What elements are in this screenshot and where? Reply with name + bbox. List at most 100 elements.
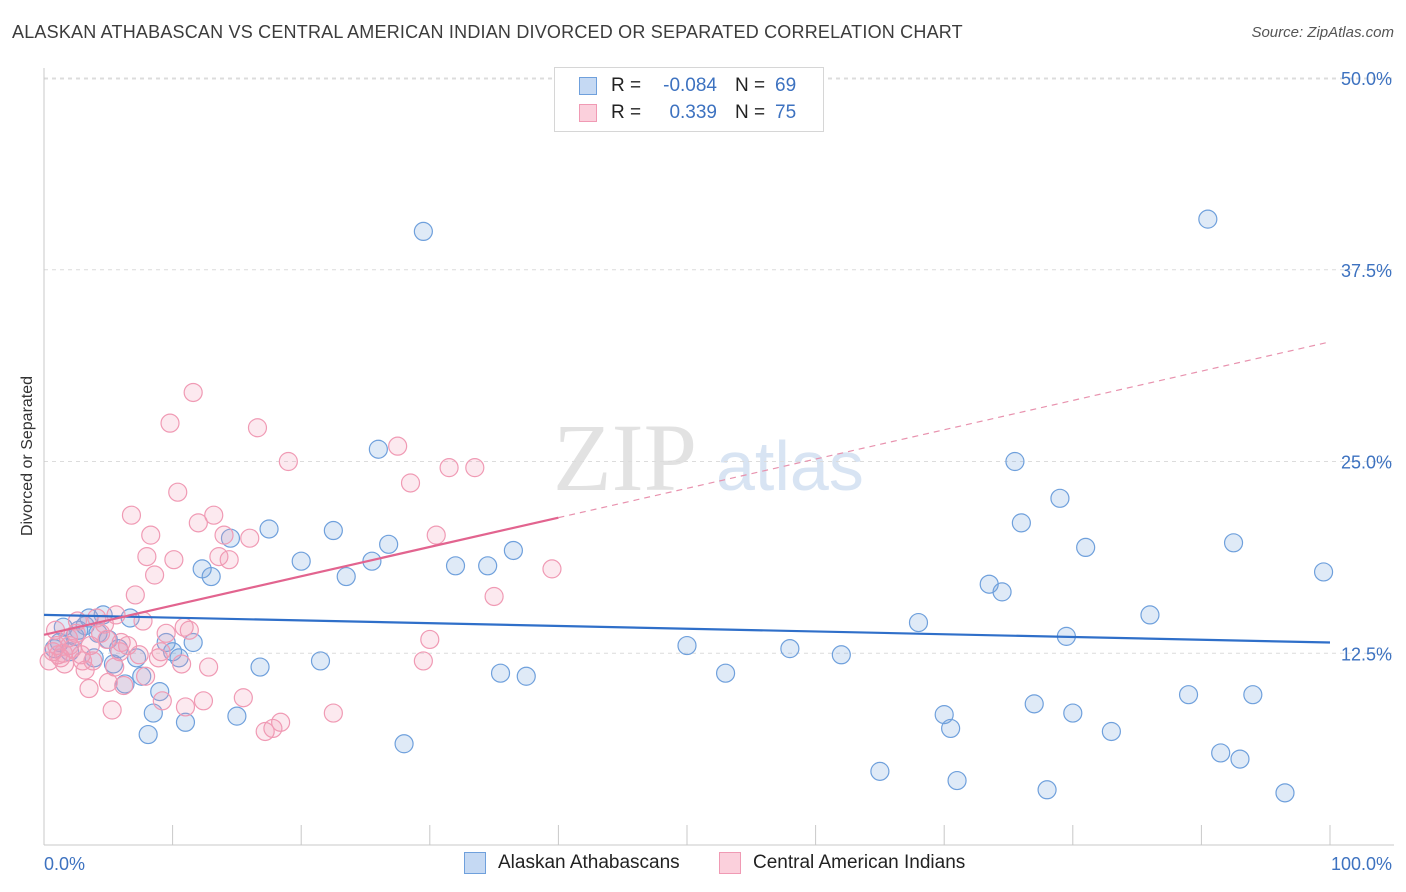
series-alaskan-athabascans	[44, 209, 1334, 803]
data-point	[1230, 749, 1250, 769]
source-label: Source: ZipAtlas.com	[1251, 24, 1394, 41]
data-point	[174, 617, 194, 637]
data-point	[310, 651, 331, 671]
watermark: ZIP atlas	[553, 404, 864, 511]
data-point	[138, 724, 158, 745]
data-point	[106, 605, 126, 625]
trend-lines	[43, 341, 1331, 644]
legend-n-label: N =	[735, 75, 766, 96]
series-central-american-indians	[39, 382, 562, 742]
data-point	[323, 520, 343, 541]
data-point	[1076, 537, 1096, 558]
data-point	[125, 585, 145, 605]
data-point	[1313, 562, 1334, 582]
data-point	[413, 651, 433, 671]
data-point	[168, 482, 188, 502]
legend-row-alaskan: R = -0.084 N = 69	[579, 74, 796, 98]
legend-item-label: Central American Indians	[753, 852, 966, 873]
watermark-zip: ZIP	[553, 404, 697, 511]
data-point	[250, 657, 270, 677]
data-point	[368, 439, 388, 459]
data-point	[204, 505, 224, 525]
y-tick-label: 12.5%	[1341, 644, 1392, 664]
data-point	[542, 559, 562, 579]
legend-n-label: N =	[735, 102, 766, 123]
data-point	[677, 635, 697, 656]
data-point	[144, 565, 165, 585]
y-tick-label: 37.5%	[1341, 261, 1392, 281]
data-point	[201, 566, 221, 587]
y-tick-label: 50.0%	[1341, 69, 1392, 89]
trend-line-central-american	[43, 516, 559, 636]
data-point	[1101, 721, 1121, 742]
data-point	[1063, 703, 1083, 723]
data-point	[137, 547, 157, 567]
axes	[43, 68, 1394, 846]
data-point	[240, 528, 260, 548]
data-point	[1211, 743, 1231, 763]
y-tick-label: 25.0%	[1341, 453, 1392, 473]
data-point	[465, 458, 485, 478]
data-point	[129, 645, 149, 665]
data-point	[233, 688, 253, 708]
data-point	[908, 612, 929, 633]
data-point	[271, 712, 291, 732]
data-point	[445, 556, 466, 576]
data-point	[188, 513, 208, 533]
y-tick-labels: 12.5% 25.0% 37.5% 50.0%	[1341, 69, 1392, 664]
data-point	[111, 632, 131, 653]
legend-swatch-blue	[579, 77, 597, 95]
data-point	[1037, 780, 1057, 800]
data-point	[478, 556, 498, 576]
x-tick-label: 100.0%	[1331, 854, 1392, 874]
data-point	[214, 525, 234, 545]
gridlines	[44, 77, 1394, 654]
data-point	[394, 734, 414, 754]
data-point	[172, 654, 192, 674]
data-point	[291, 551, 311, 571]
data-point	[80, 635, 100, 656]
data-point	[490, 663, 511, 683]
data-point	[1011, 513, 1031, 533]
data-point	[947, 770, 967, 791]
data-point	[121, 505, 142, 525]
data-point	[484, 586, 504, 607]
data-point	[105, 657, 125, 677]
legend-swatch-pink	[719, 852, 741, 874]
data-point	[141, 525, 161, 545]
legend-swatch-blue	[464, 852, 486, 874]
data-point	[219, 550, 239, 570]
data-point	[183, 382, 203, 403]
data-point	[439, 458, 459, 478]
data-point	[97, 629, 117, 650]
data-point	[255, 721, 275, 742]
x-tick-label: 0.0%	[44, 854, 85, 874]
data-point	[83, 651, 103, 671]
data-point	[503, 540, 523, 561]
data-point	[175, 697, 196, 717]
data-point	[151, 642, 171, 662]
data-point	[1223, 533, 1244, 553]
data-point	[831, 645, 851, 665]
correlation-legend: R = -0.084 N = 69 R = 0.339 N = 75	[554, 67, 824, 132]
legend-n-value: 69	[775, 75, 797, 96]
data-point	[114, 675, 134, 696]
data-point	[199, 657, 219, 677]
chart-title: ALASKAN ATHABASCAN VS CENTRAL AMERICAN I…	[12, 22, 963, 42]
legend-item-alaskan-athabascans: Alaskan Athabascans	[464, 852, 680, 874]
data-point	[135, 666, 156, 686]
legend-n-value: 75	[775, 102, 797, 123]
data-point	[426, 525, 446, 545]
data-point	[1024, 694, 1044, 714]
data-point	[79, 678, 99, 699]
data-point	[870, 761, 890, 781]
data-point	[227, 706, 247, 726]
data-point	[1275, 783, 1295, 803]
legend-r-value: -0.084	[663, 75, 717, 96]
data-point	[263, 718, 283, 739]
legend-swatch-pink	[579, 104, 597, 122]
data-point	[413, 221, 433, 241]
series-legend: Alaskan Athabascans Central American Ind…	[0, 852, 1406, 878]
data-point	[152, 691, 172, 711]
data-point	[102, 700, 122, 720]
